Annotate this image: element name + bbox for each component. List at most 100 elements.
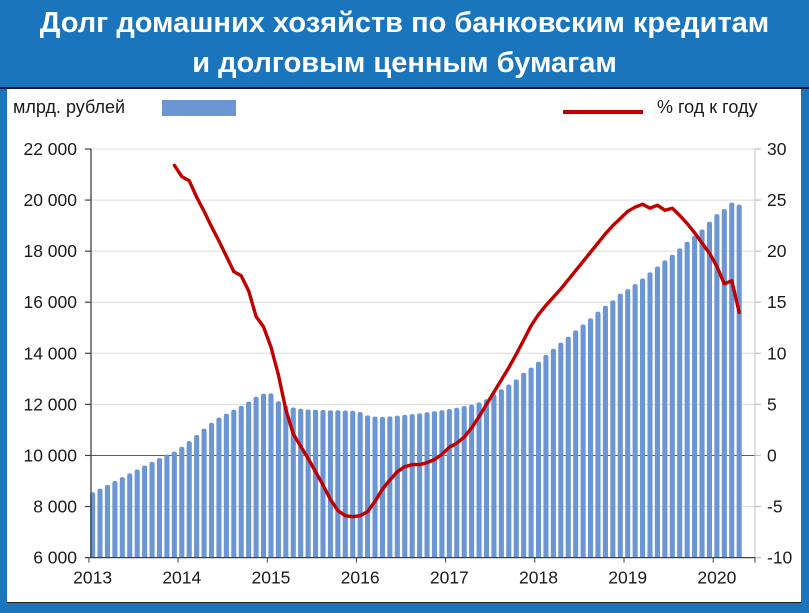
title-separator xyxy=(0,87,809,89)
bar xyxy=(550,348,556,558)
bar xyxy=(662,260,668,558)
bar xyxy=(201,428,207,558)
x-axis-year-label: 2017 xyxy=(430,568,469,588)
bar xyxy=(424,412,430,558)
x-axis-year-label: 2013 xyxy=(73,568,112,588)
right-axis-label: 20 xyxy=(767,241,787,261)
left-axis-label: 8 000 xyxy=(33,497,77,517)
left-axis-label: 18 000 xyxy=(23,241,77,261)
bar xyxy=(97,488,103,558)
bar xyxy=(513,379,519,558)
bar xyxy=(431,411,438,558)
bar xyxy=(156,458,163,558)
bar xyxy=(298,408,304,558)
bar xyxy=(179,446,185,558)
bar xyxy=(372,416,378,558)
chart-title-line2: и долговым ценным бумагам xyxy=(192,47,617,79)
bar xyxy=(476,402,482,558)
bar xyxy=(669,254,675,558)
bar xyxy=(365,415,371,558)
bar xyxy=(134,469,140,558)
bar xyxy=(268,393,274,558)
yoy-line xyxy=(172,163,741,519)
right-axis-label: 30 xyxy=(767,139,787,159)
bar xyxy=(231,409,237,558)
right-axis-label: 10 xyxy=(767,343,787,363)
x-axis-year-label: 2019 xyxy=(608,568,647,588)
left-axis-label: 6 000 xyxy=(33,548,77,568)
bar xyxy=(506,384,512,558)
x-axis-year-label: 2014 xyxy=(162,568,201,588)
bar xyxy=(439,410,445,558)
bar xyxy=(736,204,742,558)
bar xyxy=(305,409,311,558)
bar xyxy=(127,473,133,558)
bar xyxy=(498,389,504,558)
bar xyxy=(350,410,356,558)
bar xyxy=(647,272,653,558)
bar xyxy=(587,318,594,558)
bar xyxy=(142,465,148,558)
x-axis-year-label: 2015 xyxy=(251,568,290,588)
bar xyxy=(461,406,467,558)
bar xyxy=(625,289,631,558)
bar xyxy=(483,399,490,558)
bar xyxy=(327,410,333,558)
bar xyxy=(602,305,608,558)
bar xyxy=(640,278,646,558)
bar xyxy=(417,413,423,558)
bar xyxy=(714,214,720,558)
bar xyxy=(104,484,111,558)
left-axis-label: 10 000 xyxy=(23,445,77,465)
bar xyxy=(446,408,452,558)
bar xyxy=(677,248,683,558)
bar xyxy=(521,372,527,558)
bar xyxy=(283,405,289,558)
bar xyxy=(454,407,460,558)
bar xyxy=(654,266,660,558)
bar xyxy=(186,441,192,558)
bar xyxy=(208,422,215,558)
bar xyxy=(721,209,727,558)
bar xyxy=(313,409,319,558)
bar-series-legend-swatch xyxy=(162,100,236,116)
bar xyxy=(238,405,244,558)
x-axis-year-label: 2020 xyxy=(697,568,736,588)
chart-panel: млрд. рублей % год к году 22 000 20 000 18… xyxy=(7,89,801,603)
left-axis-label: 20 000 xyxy=(23,190,77,210)
bar xyxy=(595,311,601,558)
x-axis-year-label: 2016 xyxy=(341,568,380,588)
bar xyxy=(275,401,281,558)
left-axis-label: 14 000 xyxy=(23,343,77,363)
right-axis-label: 15 xyxy=(767,292,786,312)
bar xyxy=(684,241,690,558)
bar xyxy=(194,435,200,558)
bar xyxy=(699,229,705,558)
bar xyxy=(535,361,542,558)
bar xyxy=(402,414,408,558)
bar xyxy=(409,414,415,558)
plot-area: 22 000 20 000 18 000 16 000 14 000 12 000 10 0… xyxy=(23,139,792,588)
bar xyxy=(246,401,252,558)
left-axis-label: 22 000 xyxy=(23,139,77,159)
left-axis-unit-label: млрд. рублей xyxy=(13,97,126,117)
bar xyxy=(573,330,579,558)
bar xyxy=(632,284,638,558)
bar xyxy=(290,407,296,558)
bar xyxy=(171,451,177,558)
bar xyxy=(565,336,571,558)
bar xyxy=(491,394,497,558)
bar xyxy=(394,415,400,558)
left-axis-label: 12 000 xyxy=(23,394,77,414)
bar xyxy=(119,477,125,558)
right-axis-label: 25 xyxy=(767,190,786,210)
right-axis-label: 5 xyxy=(767,394,777,414)
bar xyxy=(357,412,363,558)
bar xyxy=(528,367,534,558)
bar xyxy=(112,480,118,558)
bar xyxy=(342,410,348,558)
bar xyxy=(335,410,341,558)
bar xyxy=(223,413,229,558)
bar xyxy=(216,417,222,558)
bar xyxy=(387,416,393,558)
